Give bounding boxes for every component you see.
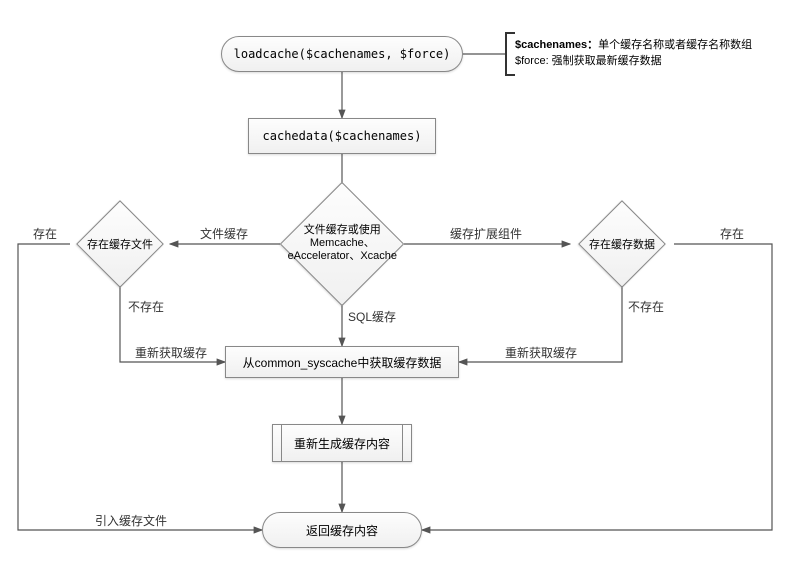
label-notexists-left: 不存在	[128, 298, 164, 315]
node-return: 返回缓存内容	[262, 512, 422, 548]
node-regenerate: 重新生成缓存内容	[272, 424, 412, 462]
node-loadcache: loadcache($cachenames, $force)	[221, 36, 463, 72]
node-regenerate-text: 重新生成缓存内容	[294, 435, 390, 452]
note-line2: $force: 强制获取最新缓存数据	[515, 55, 662, 67]
node-syscache-text: 从common_syscache中获取缓存数据	[243, 354, 442, 371]
node-syscache: 从common_syscache中获取缓存数据	[225, 346, 459, 378]
label-file-cache: 文件缓存	[200, 225, 248, 242]
decision-file-exists-text: 存在缓存文件	[87, 239, 153, 251]
label-import-file: 引入缓存文件	[95, 512, 167, 529]
node-return-text: 返回缓存内容	[306, 522, 378, 539]
decision-file-exists: 存在缓存文件	[76, 200, 164, 288]
node-cachedata-text: cachedata($cachenames)	[263, 129, 422, 143]
decision-cache-type-text: 文件缓存或使用Memcache、eAccelerator、Xcache	[287, 224, 396, 262]
label-ext-component: 缓存扩展组件	[450, 225, 522, 242]
node-cachedata: cachedata($cachenames)	[248, 118, 436, 154]
decision-data-exists: 存在缓存数据	[578, 200, 666, 288]
decision-data-exists-text: 存在缓存数据	[589, 239, 655, 251]
label-sql-cache: SQL缓存	[348, 308, 396, 325]
node-loadcache-text: loadcache($cachenames, $force)	[234, 47, 451, 61]
note-params: $cachenames：单个缓存名称或者缓存名称数组 $force: 强制获取最…	[505, 32, 775, 76]
label-exists-right: 存在	[720, 225, 744, 242]
label-refetch-left: 重新获取缓存	[135, 344, 207, 361]
decision-cache-type: 文件缓存或使用Memcache、eAccelerator、Xcache	[280, 182, 404, 306]
label-notexists-right: 不存在	[628, 298, 664, 315]
label-exists-left: 存在	[33, 225, 57, 242]
label-refetch-right: 重新获取缓存	[505, 344, 577, 361]
note-line1: $cachenames：单个缓存名称或者缓存名称数组	[515, 39, 752, 51]
